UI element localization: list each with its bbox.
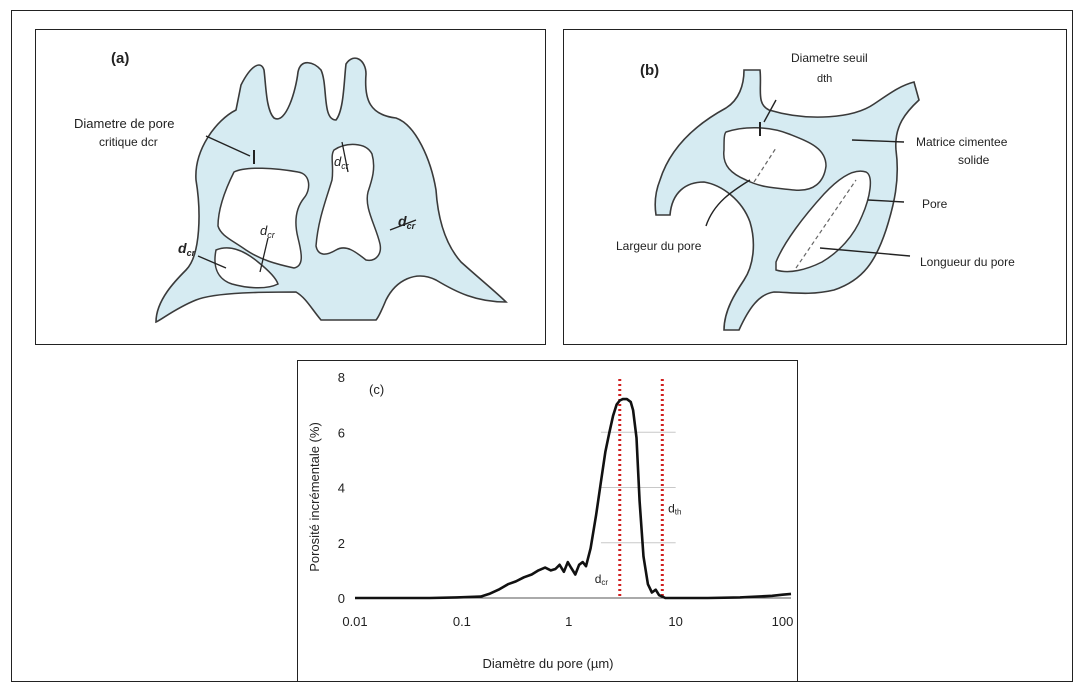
y-tick-label-0: 0: [338, 591, 345, 606]
pore-upper: [723, 126, 827, 191]
svg-text:dcr: dcr: [178, 240, 196, 258]
pore-width-label: Largeur du pore: [616, 239, 702, 253]
annotation-dth: dth: [668, 501, 681, 516]
matrix-pointer: [851, 139, 905, 143]
panel-c: 0 2 4 6 8 0.01 0.1 1 10 100 dcr dth (c) Diamètre d…: [297, 360, 798, 682]
y-tick-label-2: 2: [338, 536, 345, 551]
panel-b-tag: (b): [640, 62, 659, 79]
threshold-pointer: [763, 99, 777, 123]
svg-text:dcr: dcr: [260, 223, 276, 240]
dcr-label-left: dcr: [178, 240, 196, 258]
panel-b-diagram: (b) Diametre seuil dth Matrice cimentee …: [616, 51, 1015, 331]
pore-lower-long: [775, 170, 872, 273]
x-axis-label: Diamètre du pore (µm): [482, 656, 613, 671]
x-tick-label-0.1: 0.1: [453, 614, 471, 629]
dcr-pointer-left: [197, 255, 227, 269]
x-tick-label-1: 1: [565, 614, 572, 629]
pore-small-bottom: [214, 247, 279, 289]
dcr-label-center: dcr: [260, 223, 276, 240]
annotation-layer: dcr dth: [595, 501, 682, 586]
threshold-label-line2: dth: [817, 73, 832, 85]
series-line-1: [355, 397, 792, 600]
y-tick-label-8: 8: [338, 370, 345, 385]
dcr-label-right: dcr: [398, 213, 416, 231]
width-pointer: [705, 179, 751, 227]
tick-label-layer: 0 2 4 6 8 0.01 0.1 1 10 100: [338, 370, 794, 629]
pore-length-label: Longueur du pore: [920, 255, 1015, 269]
panel-c-tag: (c): [369, 382, 384, 397]
pore-size-chart: 0 2 4 6 8 0.01 0.1 1 10 100 dcr dth (c) Diamètre d…: [307, 370, 794, 671]
critical-pointer: [205, 135, 251, 157]
pore-pointer: [867, 199, 905, 203]
cement-matrix: [654, 69, 920, 331]
pore-label: Pore: [922, 197, 948, 211]
dcr-label-right-pore: dcr: [334, 154, 350, 171]
matrix-label-line1: Matrice cimentee: [916, 135, 1008, 149]
series-layer: [355, 397, 792, 600]
x-tick-label-10: 10: [668, 614, 682, 629]
threshold-lines-layer: [618, 379, 664, 598]
threshold-label-line1: Diametre seuil: [791, 51, 868, 65]
critical-diameter-label-line1: Diametre de pore: [74, 116, 174, 131]
pore-length-dash: [795, 179, 857, 269]
critical-diameter-label-line2: critique dcr: [99, 135, 158, 149]
panel-a: (a) Diametre de pore critique dcr dcr dc…: [35, 29, 546, 345]
x-tick-label-100: 100: [772, 614, 794, 629]
y-tick-label-4: 4: [338, 481, 345, 496]
annotation-dcr: dcr: [595, 572, 609, 587]
pore-right-tall: [315, 143, 382, 262]
svg-text:dcr: dcr: [398, 213, 416, 231]
pore-large-center: [217, 167, 310, 269]
svg-text:dcr: dcr: [334, 154, 350, 171]
dcr-pointer-right-pore: [341, 141, 349, 173]
panel-a-tag: (a): [111, 50, 129, 67]
matrix-label-line2: solide: [958, 153, 990, 167]
panel-b: (b) Diametre seuil dth Matrice cimentee …: [563, 29, 1067, 345]
panel-a-diagram: (a) Diametre de pore critique dcr dcr dc…: [74, 50, 508, 324]
length-pointer: [819, 247, 911, 257]
y-axis-label: Porosité incrémentale (%): [307, 422, 322, 572]
dcr-pointer-right: [389, 219, 417, 231]
dcr-pointer-center: [259, 237, 269, 273]
y-tick-label-6: 6: [338, 425, 345, 440]
x-tick-label-0.01: 0.01: [342, 614, 367, 629]
